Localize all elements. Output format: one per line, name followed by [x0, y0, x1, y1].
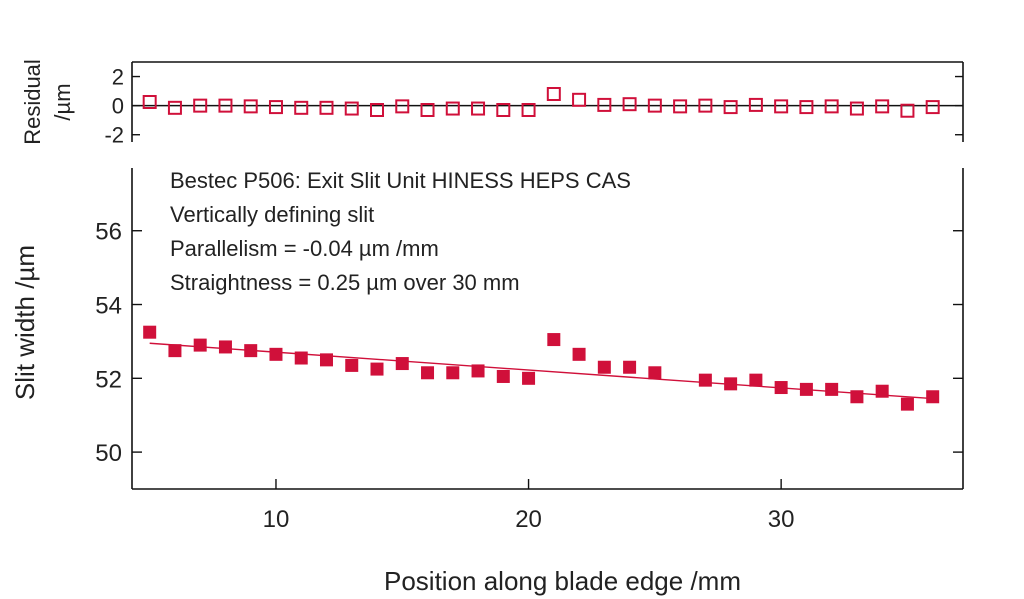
data-point	[168, 344, 182, 358]
main-y-tick-label: 56	[95, 219, 122, 246]
data-point	[370, 362, 384, 376]
main-y-axis-title-group: Slit width /µm	[10, 245, 40, 400]
data-point	[522, 371, 536, 385]
data-point	[724, 377, 738, 391]
annotation-line: Straightness = 0.25 µm over 30 mm	[170, 270, 520, 295]
residual-y-tick-label: 2	[112, 65, 124, 90]
annotation-line: Parallelism = -0.04 µm /mm	[170, 236, 439, 261]
residual-point	[496, 103, 511, 117]
data-point	[143, 325, 157, 339]
residual-point	[597, 97, 612, 112]
data-point	[193, 338, 207, 352]
fit-line	[149, 342, 933, 400]
residual-point	[319, 100, 334, 115]
data-point	[698, 373, 712, 387]
data-point	[218, 340, 232, 354]
data-point	[421, 366, 435, 380]
annotation-line: Vertically defining slit	[170, 202, 374, 227]
main-y-tick-label: 54	[95, 293, 122, 320]
data-point	[269, 347, 283, 361]
data-point	[446, 366, 460, 380]
data-point	[597, 360, 611, 374]
main-x-tick-label: 10	[263, 506, 290, 533]
data-point	[623, 360, 637, 374]
residual-point	[268, 100, 283, 115]
residual-point	[521, 103, 536, 117]
residual-point	[900, 103, 915, 118]
data-point	[825, 382, 839, 396]
data-point	[875, 384, 889, 398]
main-panel: 50 52 54 56 10 20 30 Position along blade edge …	[10, 168, 964, 596]
residual-point	[243, 99, 258, 114]
data-point	[471, 364, 485, 378]
residual-point	[395, 99, 410, 114]
residual-point	[370, 103, 385, 117]
data-point	[572, 347, 586, 361]
residual-panel: 2 0 -2 Residual/µm	[20, 59, 964, 148]
residual-point	[723, 100, 738, 115]
residual-point	[622, 97, 637, 112]
residual-point	[925, 100, 940, 115]
residual-point	[647, 98, 662, 113]
main-y-tick-label: 50	[95, 440, 122, 467]
data-point	[926, 390, 940, 404]
main-y-axis-title: Slit width /µm	[10, 245, 40, 400]
data-point	[799, 382, 813, 396]
data-point	[294, 351, 308, 365]
data-point	[648, 366, 662, 380]
residual-point	[546, 87, 561, 101]
residual-point	[218, 98, 233, 113]
data-point	[244, 344, 258, 358]
main-y-tick-label: 52	[95, 366, 122, 393]
residual-point	[294, 100, 309, 115]
x-axis-title: Position along blade edge /mm	[384, 566, 741, 596]
data-point	[496, 369, 510, 383]
data-point	[345, 358, 359, 372]
residual-point	[142, 95, 157, 109]
residual-point	[774, 99, 789, 114]
data-point	[749, 373, 763, 387]
data-point	[900, 397, 914, 411]
residual-point	[875, 99, 890, 114]
residual-y-tick-label: 0	[112, 94, 124, 119]
residual-point	[698, 98, 713, 113]
residual-point	[420, 103, 435, 117]
annotation-line: Bestec P506: Exit Slit Unit HINESS HEPS …	[170, 168, 631, 193]
residual-point	[799, 100, 814, 115]
data-point	[774, 381, 788, 395]
main-x-tick-label: 20	[515, 506, 542, 533]
data-point	[547, 333, 561, 347]
residual-point	[748, 97, 763, 112]
residual-y-axis-title-line2: /µm	[50, 83, 75, 120]
residual-point	[673, 99, 688, 114]
data-point	[850, 390, 864, 404]
residual-point	[167, 100, 182, 115]
residual-y-axis-title-line1: Residual	[20, 59, 45, 145]
data-point	[395, 357, 409, 371]
residual-point	[572, 92, 587, 107]
residual-y-axis-title: Residual/µm	[20, 59, 75, 145]
residual-point	[824, 99, 839, 114]
residual-point	[344, 101, 359, 116]
residual-point	[445, 101, 460, 116]
residual-y-tick-label: -2	[104, 123, 124, 148]
data-point	[319, 353, 333, 367]
residual-point	[193, 98, 208, 113]
main-x-tick-label: 30	[768, 506, 795, 533]
residual-point	[849, 101, 864, 116]
residual-point	[471, 101, 486, 116]
